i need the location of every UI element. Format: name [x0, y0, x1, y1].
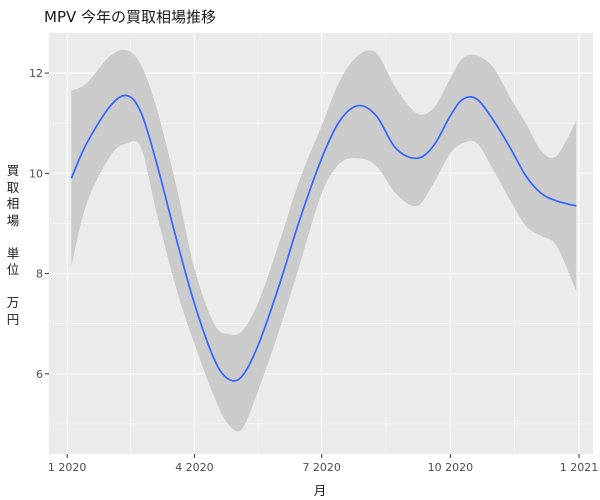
- confidence-band: [71, 49, 577, 432]
- chart-title: MPV 今年の買取相場推移: [44, 8, 217, 26]
- x-tick-label: 1 2021: [560, 461, 599, 474]
- y-tick-label: 10: [29, 167, 43, 180]
- y-axis: 6 8 10 12: [29, 67, 49, 381]
- x-tick-label: 1 2020: [48, 461, 87, 474]
- major-gridlines: [49, 33, 593, 454]
- y-tick-label: 12: [29, 67, 43, 80]
- y-axis-label: 買取相場 単位 万円: [6, 163, 20, 327]
- x-axis-label: 月: [313, 483, 327, 498]
- x-tick-label: 7 2020: [302, 461, 341, 474]
- x-tick-label: 10 2020: [428, 461, 474, 474]
- smoothed-trend-line: [70, 94, 577, 382]
- y-tick-label: 8: [36, 268, 43, 281]
- y-tick-label: 6: [36, 368, 43, 381]
- x-tick-label: 4 2020: [175, 461, 214, 474]
- x-axis: 1 2020 4 2020 7 2020 10 2020 1 2021: [48, 454, 598, 474]
